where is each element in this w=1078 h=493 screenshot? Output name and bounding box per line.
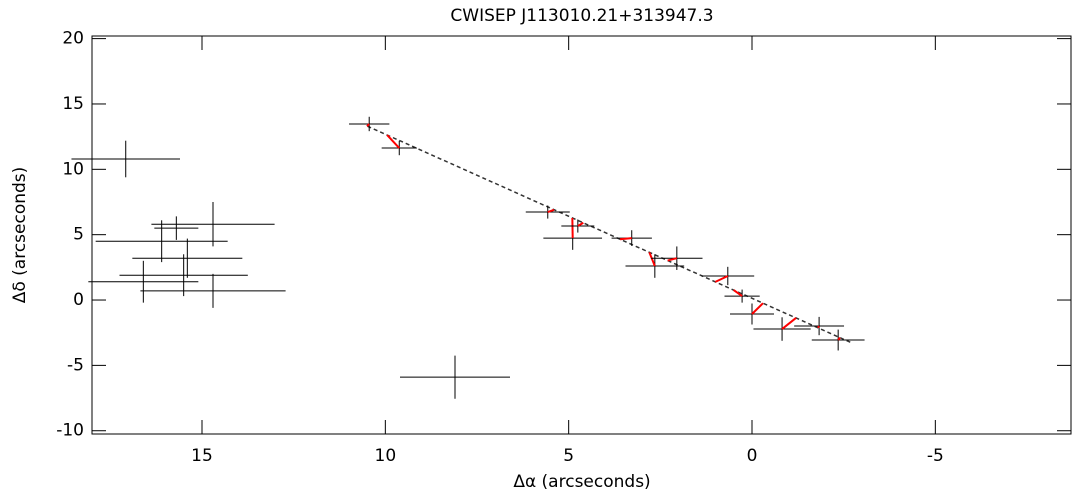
plot-frame xyxy=(91,35,1072,435)
x-tick-label: 10 xyxy=(375,446,397,466)
residual xyxy=(817,325,820,329)
residual xyxy=(781,317,797,330)
y-tick-label: 15 xyxy=(62,94,84,114)
residual xyxy=(386,134,400,149)
chart-title: CWISEP J113010.21+313947.3 xyxy=(450,6,713,26)
residual xyxy=(366,123,370,127)
y-tick-label: 10 xyxy=(62,159,84,179)
y-tick-label: -10 xyxy=(56,421,84,441)
residual xyxy=(837,337,841,341)
y-tick-label: 0 xyxy=(73,290,84,310)
x-axis-label: Δα (arcseconds) xyxy=(513,472,650,492)
residual xyxy=(733,289,743,297)
residual xyxy=(667,257,678,262)
y-tick-label: 5 xyxy=(73,225,84,245)
residual xyxy=(577,221,584,227)
y-tick-label: -5 xyxy=(67,355,84,375)
x-tick-label: 0 xyxy=(747,446,758,466)
x-tick-label: 15 xyxy=(191,446,213,466)
residual xyxy=(547,208,555,214)
residual xyxy=(714,275,729,283)
x-tick-label: -5 xyxy=(927,446,944,466)
residual xyxy=(619,237,632,241)
residual xyxy=(751,302,764,315)
fit-line xyxy=(367,125,851,343)
residual xyxy=(648,251,656,267)
y-axis-label: Δδ (arcseconds) xyxy=(10,167,30,304)
y-tick-label: 20 xyxy=(62,29,84,49)
x-tick-label: 5 xyxy=(563,446,574,466)
